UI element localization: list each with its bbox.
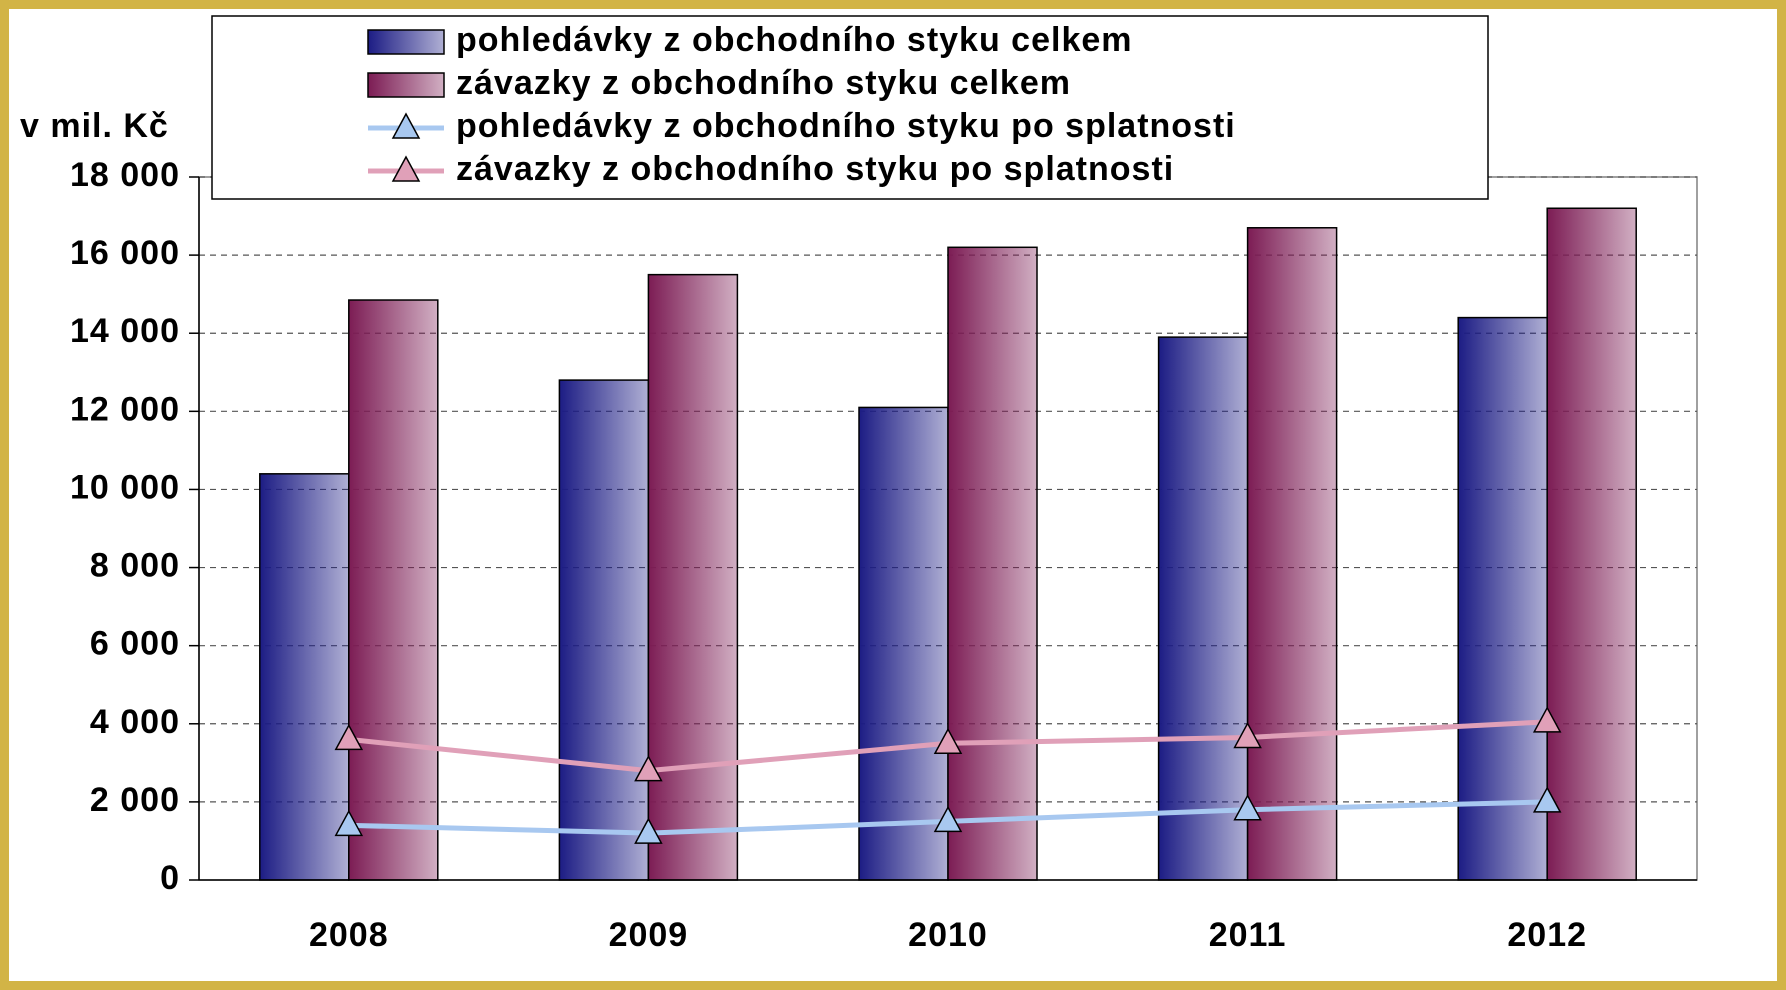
- x-tick-label: 2009: [609, 916, 689, 954]
- marker: [1532, 786, 1562, 813]
- marker: [1233, 721, 1262, 749]
- legend-label: závazky z obchodního styku po splatnosti: [456, 150, 1174, 188]
- y-tick-label: 16 000: [70, 234, 180, 272]
- legend-label: pohledávky z obchodního styku celkem: [456, 21, 1133, 59]
- bar: [259, 473, 350, 881]
- marker: [634, 755, 663, 782]
- bar: [1157, 336, 1249, 881]
- legend-label: pohledávky z obchodního styku po splatno…: [456, 107, 1236, 145]
- x-tick-label: 2008: [309, 916, 389, 954]
- y-tick-label: 10 000: [70, 468, 180, 506]
- bar: [947, 246, 1038, 881]
- marker: [634, 817, 663, 844]
- marker: [933, 805, 963, 833]
- legend-marker: [391, 155, 421, 182]
- bar: [558, 379, 650, 881]
- y-tick-label: 18 000: [70, 156, 180, 194]
- bar: [1546, 207, 1637, 881]
- legend-label: závazky z obchodního styku celkem: [456, 64, 1071, 102]
- x-tick-label: 2011: [1209, 916, 1287, 954]
- y-axis-label: v mil. Kč: [20, 107, 169, 145]
- y-tick-label: 0: [160, 859, 180, 897]
- y-tick-label: 8 000: [90, 547, 180, 585]
- legend-swatch: [367, 72, 445, 98]
- bar: [647, 273, 739, 881]
- y-tick-label: 6 000: [90, 625, 180, 663]
- marker: [334, 809, 364, 837]
- legend-marker: [391, 112, 421, 139]
- y-tick-label: 4 000: [90, 703, 180, 741]
- bar: [1246, 227, 1338, 881]
- legend-swatch: [367, 29, 445, 55]
- y-tick-label: 2 000: [90, 781, 180, 819]
- bar: [348, 299, 439, 881]
- marker: [933, 727, 963, 755]
- bar: [1457, 316, 1548, 881]
- marker: [1233, 794, 1262, 821]
- marker: [334, 723, 364, 751]
- y-tick-label: 12 000: [70, 390, 180, 428]
- bar: [858, 406, 949, 881]
- x-tick-label: 2010: [908, 916, 988, 954]
- x-tick-label: 2012: [1507, 916, 1587, 954]
- marker: [1532, 706, 1562, 733]
- y-tick-label: 14 000: [70, 312, 180, 350]
